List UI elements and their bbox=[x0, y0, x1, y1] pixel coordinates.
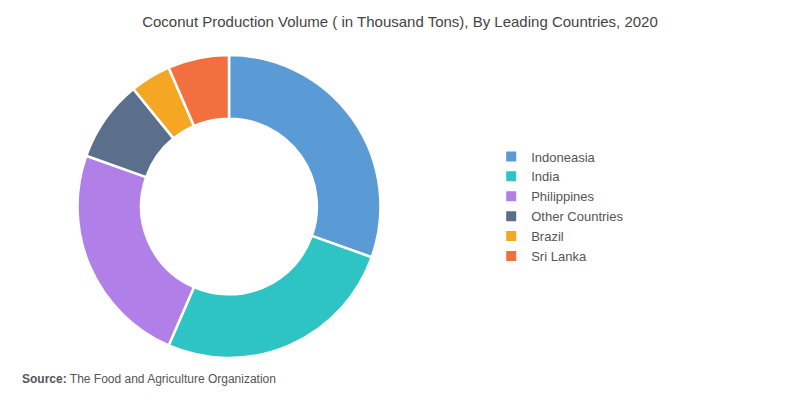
svg-text:Source: The Food and Agricultu: Source: The Food and Agriculture Organiz… bbox=[22, 372, 276, 386]
svg-text:Indoneasia: Indoneasia bbox=[531, 150, 595, 165]
svg-text:Sri Lanka: Sri Lanka bbox=[531, 249, 587, 264]
svg-text:Other Countries: Other Countries bbox=[531, 209, 623, 224]
svg-text:Brazil: Brazil bbox=[531, 229, 564, 244]
svg-text:Philippines: Philippines bbox=[531, 189, 594, 204]
svg-text:India: India bbox=[531, 169, 560, 184]
svg-text:Coconut Production Volume ( in: Coconut Production Volume ( in Thousand … bbox=[142, 13, 658, 30]
